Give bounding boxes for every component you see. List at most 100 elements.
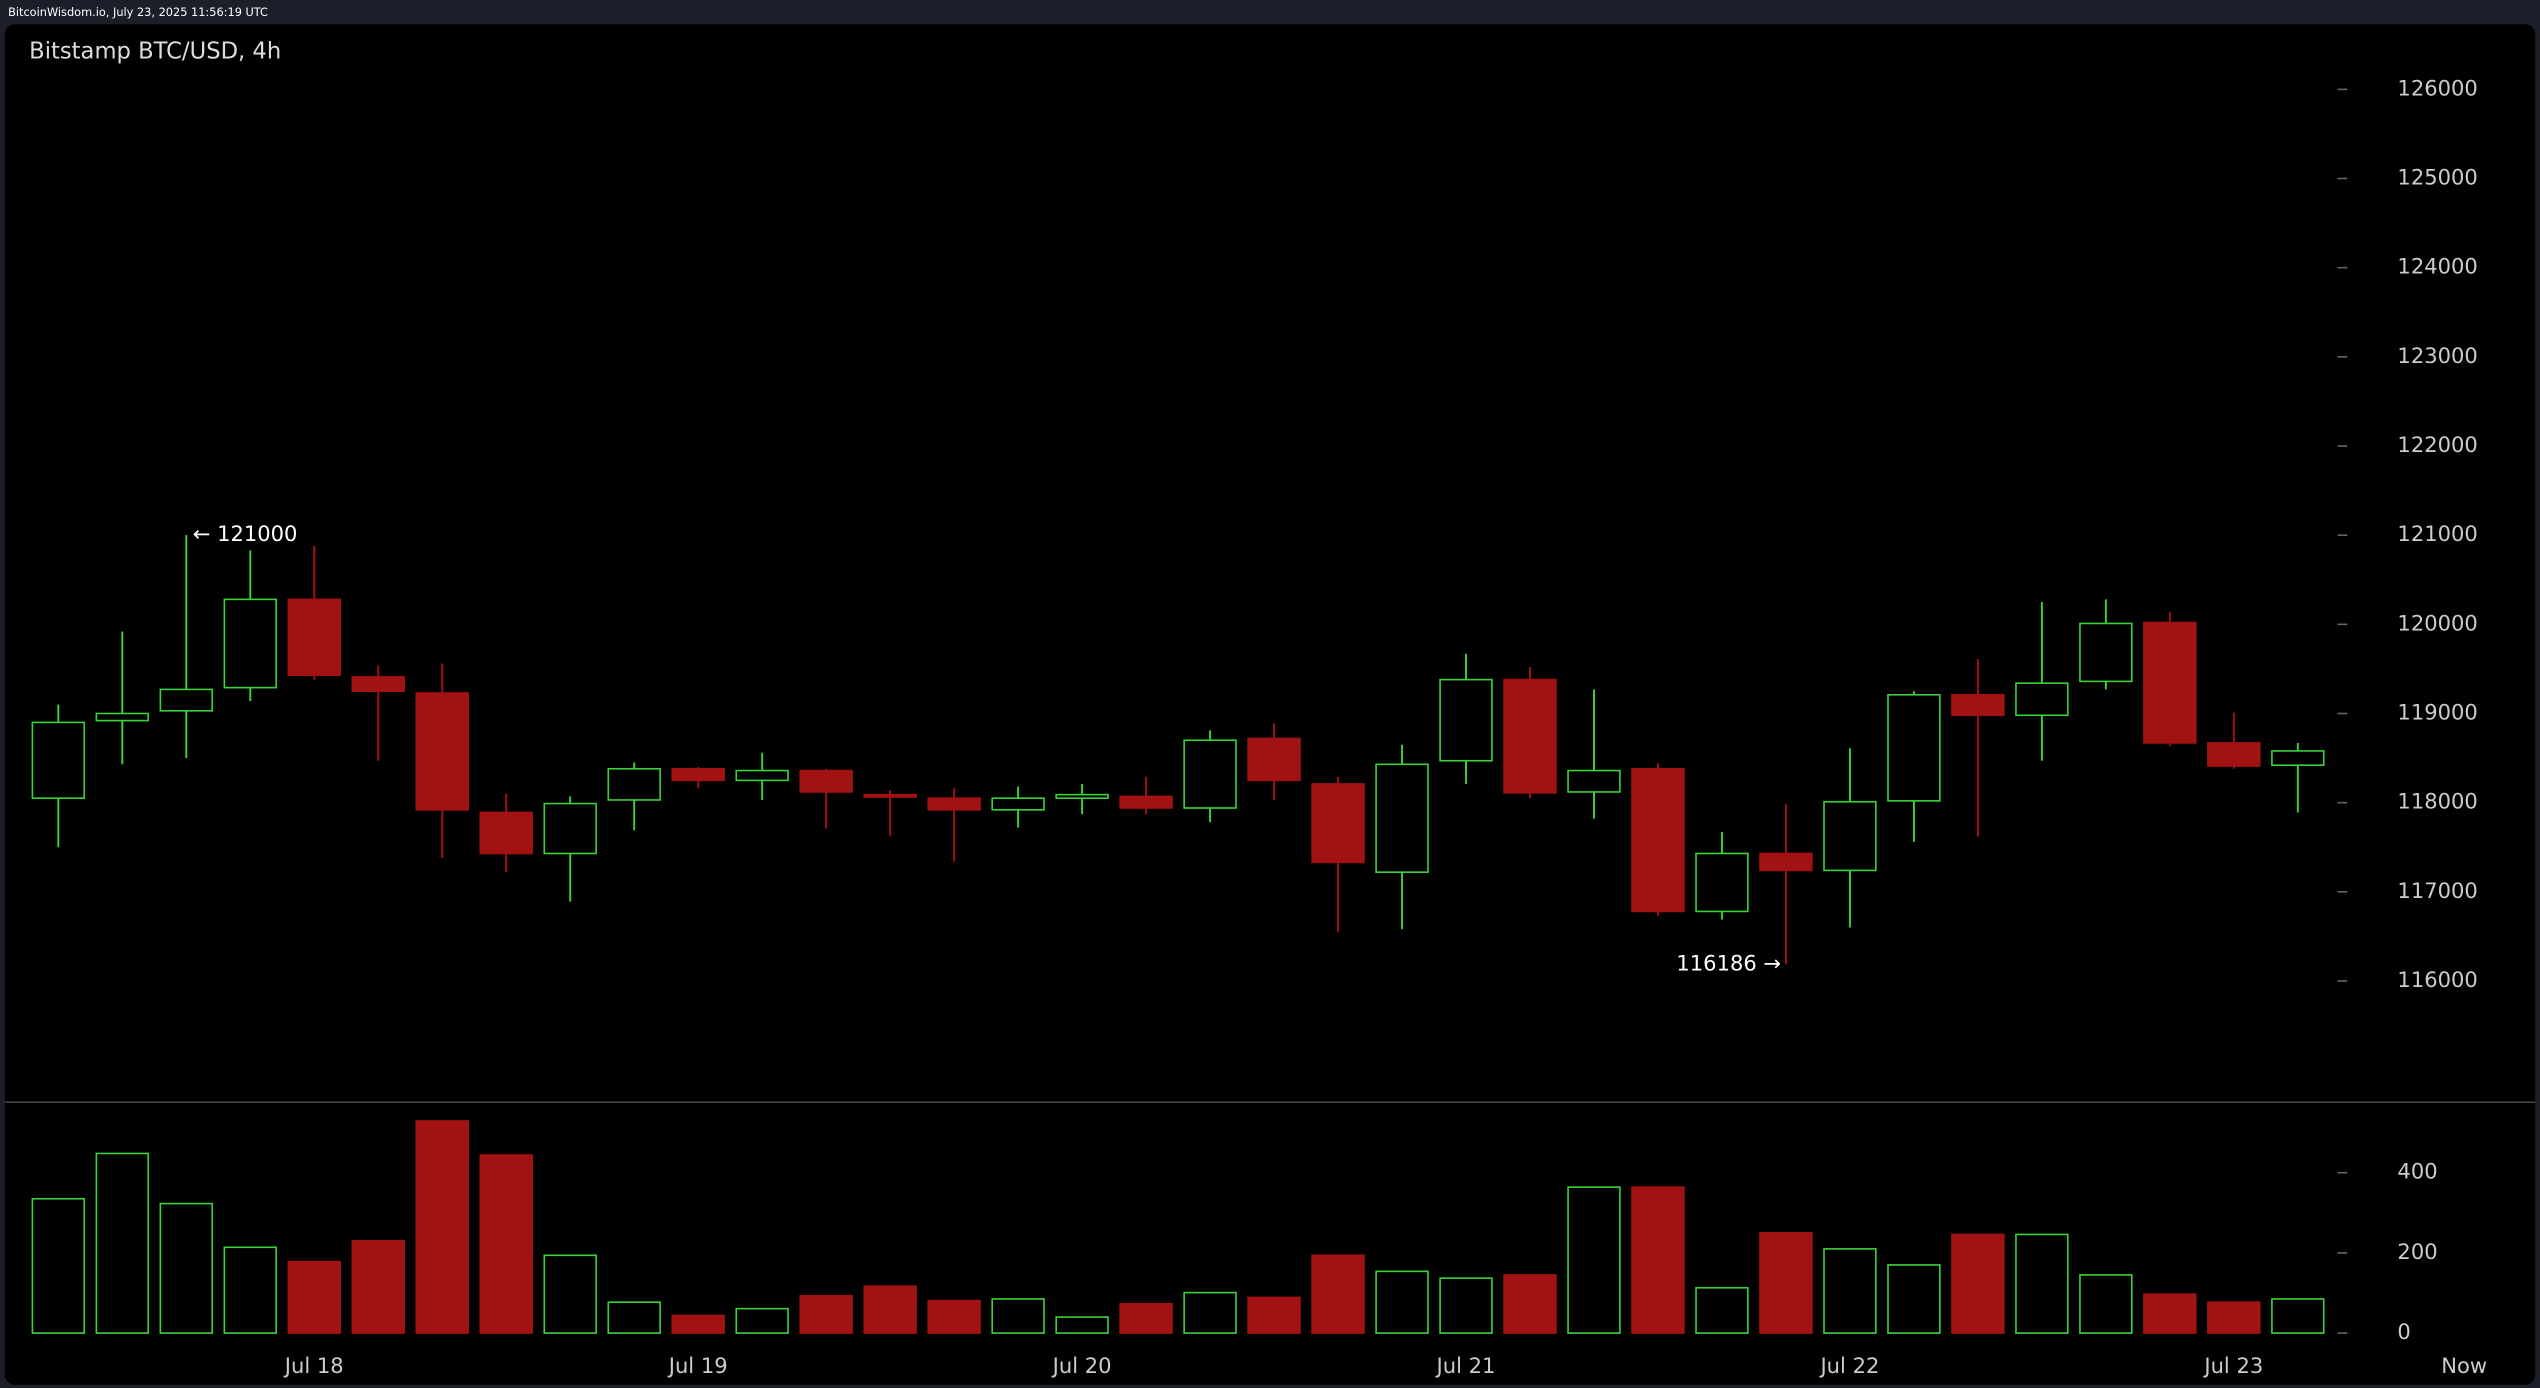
candle-body: [95, 712, 150, 722]
y-tick-label: 122000: [2397, 432, 2477, 457]
x-tick-label: Jul 19: [667, 1353, 728, 1378]
candle-body: [1439, 678, 1493, 762]
x-tick-label: Jul 20: [1051, 1353, 1112, 1378]
volume-bar: [1887, 1264, 1941, 1334]
candle-body: [2271, 750, 2325, 767]
volume-bar: [1439, 1277, 1493, 1334]
y-tick-label: 121000: [2397, 521, 2477, 546]
volume-bar: [607, 1301, 661, 1334]
candle-body: [1375, 763, 1429, 874]
y-tick-label: 116000: [2397, 967, 2477, 992]
candle-body: [31, 721, 86, 800]
candle-body: [287, 598, 341, 676]
y-tick-label: 123000: [2397, 343, 2477, 368]
x-tick-label: Jul 23: [2202, 1353, 2263, 1378]
volume-bar: [415, 1120, 469, 1334]
candle-body: [1247, 737, 1301, 782]
volume-bar: [1503, 1274, 1557, 1334]
candle-body: [1759, 852, 1813, 872]
volume-bar: [351, 1240, 405, 1334]
volume-bar: [2207, 1301, 2261, 1334]
chart-title: Bitstamp BTC/USD, 4h: [29, 38, 281, 64]
volume-bar: [735, 1307, 789, 1334]
volume-bar: [1695, 1286, 1749, 1334]
y-tick-label: 126000: [2397, 75, 2477, 100]
volume-bar: [2271, 1298, 2325, 1334]
y-tick-label: 125000: [2397, 165, 2477, 190]
y-tick-label: 117000: [2397, 878, 2477, 903]
annotation: ← 121000: [193, 521, 298, 546]
candle-body: [1567, 769, 1621, 793]
y-tick-label: 120000: [2397, 610, 2477, 635]
candle-body: [607, 767, 661, 801]
candle-body: [671, 767, 725, 782]
volume-bar: [1759, 1232, 1813, 1334]
candle-body: [991, 797, 1045, 811]
candle-body: [1311, 783, 1365, 864]
volume-bar: [2015, 1233, 2069, 1334]
volume-bar: [1247, 1296, 1301, 1334]
candle-body: [2207, 742, 2261, 767]
volume-bar: [1183, 1291, 1237, 1334]
candle-body: [223, 598, 278, 689]
volume-bar: [287, 1260, 341, 1334]
volume-bar: [863, 1285, 917, 1334]
y-tick-label: 200: [2397, 1239, 2437, 1264]
candle-body: [2015, 682, 2069, 717]
volume-bar: [1567, 1186, 1621, 1334]
header-text: BitcoinWisdom.io, July 23, 2025 11:56:19…: [8, 5, 268, 19]
x-tick-label: Jul 22: [1818, 1353, 1879, 1378]
volume-bar: [1119, 1303, 1173, 1334]
x-tick-label: Jul 21: [1435, 1353, 1496, 1378]
candle-body: [159, 688, 214, 712]
volume-bar: [31, 1197, 86, 1334]
volume-bar: [671, 1314, 725, 1334]
volume-bar: [223, 1246, 278, 1334]
candle-body: [415, 692, 469, 811]
y-tick-label: 119000: [2397, 699, 2477, 724]
candle-body: [479, 811, 533, 855]
volume-bar: [1311, 1254, 1365, 1334]
volume-bar: [479, 1154, 533, 1334]
volume-bar: [2079, 1274, 2133, 1334]
candle-body: [1951, 693, 2005, 717]
candle-body: [1887, 693, 1941, 802]
x-tick-label: Jul 18: [283, 1353, 344, 1378]
candle-body: [1631, 767, 1685, 913]
y-tick-label: 400: [2397, 1159, 2437, 1184]
volume-bar: [1631, 1186, 1685, 1334]
volume-bar: [159, 1202, 214, 1334]
candle-body: [1695, 852, 1749, 913]
volume-bar: [799, 1294, 853, 1334]
annotation: 116186 →: [1676, 950, 1781, 975]
candle-body: [1183, 739, 1237, 809]
volume-bar: [1823, 1248, 1877, 1334]
volume-bar: [991, 1298, 1045, 1334]
candle-body: [2079, 622, 2133, 683]
y-tick-label: 124000: [2397, 254, 2477, 279]
volume-bar: [1951, 1233, 2005, 1334]
candle-body: [735, 769, 789, 782]
y-tick-label: 118000: [2397, 789, 2477, 814]
chart-panel: [4, 24, 2536, 1385]
candle-body: [799, 769, 853, 793]
volume-bar: [543, 1254, 597, 1334]
candle-body: [1823, 800, 1877, 872]
y-tick-label: 0: [2397, 1319, 2410, 1344]
candle-body: [1119, 795, 1173, 809]
volume-bar: [927, 1299, 981, 1334]
volume-bar: [2143, 1293, 2197, 1334]
candle-body: [1503, 678, 1557, 794]
candle-body: [863, 793, 917, 798]
volume-bar: [1375, 1270, 1429, 1334]
candle-body: [1055, 793, 1109, 800]
candle-body: [351, 676, 405, 693]
x-end-label: Now: [2441, 1353, 2487, 1378]
candle-body: [2143, 621, 2197, 744]
volume-bar: [95, 1152, 150, 1334]
volume-bar: [1055, 1316, 1109, 1334]
candle-body: [543, 802, 597, 855]
candle-body: [927, 797, 981, 811]
